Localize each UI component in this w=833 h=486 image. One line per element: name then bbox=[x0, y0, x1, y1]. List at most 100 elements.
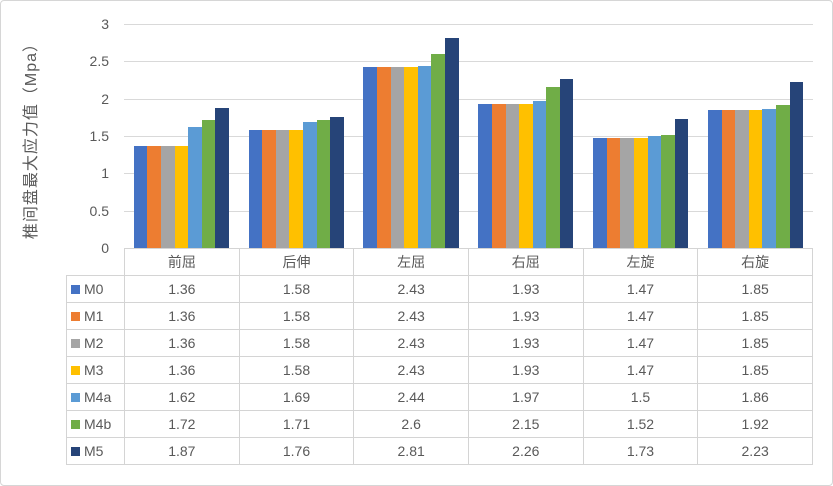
bar-M2-左屈[interactable] bbox=[390, 66, 405, 248]
value-M0-右旋: 1.85 bbox=[697, 274, 813, 303]
category-group-右屈 bbox=[468, 24, 583, 248]
bar-M1-右屈[interactable] bbox=[491, 103, 506, 248]
series-name: M5 bbox=[84, 442, 104, 459]
bar-M4b-左旋[interactable] bbox=[661, 134, 675, 248]
category-group-左旋 bbox=[583, 24, 698, 248]
category-header-右屈: 右屈 bbox=[467, 248, 584, 276]
bar-M1-前屈[interactable] bbox=[147, 146, 162, 248]
bar-M0-前屈[interactable] bbox=[133, 146, 148, 248]
bar-M5-右屈[interactable] bbox=[559, 79, 574, 248]
bar-M2-右屈[interactable] bbox=[505, 103, 520, 248]
value-M2-左屈: 2.43 bbox=[353, 328, 469, 357]
bar-M1-右旋[interactable] bbox=[721, 109, 736, 248]
series-name: M2 bbox=[84, 334, 104, 351]
series-legend-M4a: M4a bbox=[66, 382, 125, 411]
bar-M4b-左屈[interactable] bbox=[431, 53, 446, 248]
bar-M4b-前屈[interactable] bbox=[201, 119, 216, 248]
value-M0-右屈: 1.93 bbox=[467, 274, 584, 303]
series-name: M4b bbox=[84, 415, 112, 432]
table-header-row: 前屈 后伸 左屈 右屈 左旋 右旋 bbox=[67, 248, 813, 276]
category-header-左屈: 左屈 bbox=[353, 248, 469, 276]
table-row-M4a: M4a 1.62 1.69 2.44 1.97 1.5 1.86 bbox=[66, 382, 813, 411]
bar-M2-前屈[interactable] bbox=[161, 146, 175, 248]
series-legend-M2: M2 bbox=[66, 328, 125, 357]
bar-M0-右屈[interactable] bbox=[478, 103, 492, 248]
table-row-M4b: M4b 1.72 1.71 2.6 2.15 1.52 1.92 bbox=[66, 409, 813, 438]
legend-swatch-icon bbox=[71, 338, 80, 348]
bar-M1-左旋[interactable] bbox=[606, 138, 621, 248]
value-M0-后伸: 1.58 bbox=[238, 274, 355, 303]
bar-M0-后伸[interactable] bbox=[248, 130, 263, 248]
bar-M0-右旋[interactable] bbox=[707, 109, 722, 248]
value-M0-前屈: 1.36 bbox=[124, 274, 240, 303]
series-name: M0 bbox=[84, 280, 104, 297]
bar-M3-后伸[interactable] bbox=[289, 130, 304, 248]
bar-M4a-右旋[interactable] bbox=[762, 109, 776, 248]
value-M0-左旋: 1.47 bbox=[582, 274, 699, 303]
table-row-M1: M1 1.36 1.58 2.43 1.93 1.47 1.85 bbox=[66, 301, 813, 330]
series-name: M1 bbox=[84, 307, 104, 324]
value-M4b-右旋: 1.92 bbox=[697, 409, 813, 438]
bar-M4a-右屈[interactable] bbox=[532, 100, 547, 248]
gridline bbox=[124, 98, 813, 100]
value-M5-前屈: 1.87 bbox=[124, 436, 240, 465]
bar-M4a-左屈[interactable] bbox=[417, 65, 432, 248]
table-corner-cell bbox=[67, 249, 125, 276]
value-M5-右旋: 2.23 bbox=[697, 436, 813, 465]
category-group-后伸 bbox=[239, 24, 354, 248]
bar-M4a-左旋[interactable] bbox=[647, 136, 662, 248]
table-row-M3: M3 1.36 1.58 2.43 1.93 1.47 1.85 bbox=[66, 355, 813, 384]
legend-swatch-icon bbox=[71, 392, 80, 402]
bar-M3-左旋[interactable] bbox=[633, 138, 648, 248]
legend-swatch-icon bbox=[71, 446, 80, 456]
y-axis-tick-label: 2.5 bbox=[89, 53, 109, 70]
bar-M5-左旋[interactable] bbox=[674, 118, 689, 248]
value-M2-后伸: 1.58 bbox=[238, 328, 355, 357]
value-M3-前屈: 1.36 bbox=[124, 355, 240, 384]
value-M3-右屈: 1.93 bbox=[467, 355, 584, 384]
y-axis-tick-label: 0 bbox=[101, 240, 109, 256]
value-M3-左旋: 1.47 bbox=[582, 355, 699, 384]
legend-swatch-icon bbox=[71, 365, 80, 375]
bar-M4b-右旋[interactable] bbox=[775, 104, 790, 248]
series-legend-M0: M0 bbox=[66, 274, 125, 303]
series-legend-M5: M5 bbox=[66, 436, 125, 465]
value-M1-后伸: 1.58 bbox=[238, 301, 355, 330]
value-M5-左屈: 2.81 bbox=[353, 436, 469, 465]
value-M2-右屈: 1.93 bbox=[467, 328, 584, 357]
value-M4a-后伸: 1.69 bbox=[238, 382, 355, 411]
bar-M2-后伸[interactable] bbox=[275, 130, 290, 248]
bar-M4a-后伸[interactable] bbox=[303, 121, 317, 248]
value-M2-右旋: 1.85 bbox=[697, 328, 813, 357]
y-axis-tick-labels: 0 0.5 1 1.5 2 2.5 3 bbox=[1, 17, 109, 255]
bar-M3-右旋[interactable] bbox=[748, 109, 763, 248]
table-row-M5: M5 1.87 1.76 2.81 2.26 1.73 2.23 bbox=[66, 436, 813, 465]
bar-M4b-右屈[interactable] bbox=[546, 87, 560, 248]
bar-M5-右旋[interactable] bbox=[789, 81, 804, 248]
legend-swatch-icon bbox=[71, 419, 80, 429]
bar-series-groups bbox=[124, 24, 813, 248]
bar-M2-左旋[interactable] bbox=[620, 138, 634, 248]
bar-M5-前屈[interactable] bbox=[215, 108, 229, 248]
bar-M1-后伸[interactable] bbox=[262, 130, 276, 248]
bar-M3-左屈[interactable] bbox=[404, 66, 418, 248]
bar-M3-右屈[interactable] bbox=[519, 103, 533, 248]
category-header-右旋: 右旋 bbox=[697, 248, 813, 276]
bar-M0-左屈[interactable] bbox=[363, 66, 378, 248]
bar-M1-左屈[interactable] bbox=[377, 66, 391, 248]
series-legend-M4b: M4b bbox=[66, 409, 125, 438]
value-M1-右旋: 1.85 bbox=[697, 301, 813, 330]
bar-M3-前屈[interactable] bbox=[174, 146, 189, 248]
bar-M5-后伸[interactable] bbox=[330, 116, 344, 248]
bar-M2-右旋[interactable] bbox=[735, 109, 749, 248]
legend-swatch-icon bbox=[71, 311, 80, 321]
value-M1-左屈: 2.43 bbox=[353, 301, 469, 330]
bar-M0-左旋[interactable] bbox=[593, 138, 607, 248]
bar-M4b-后伸[interactable] bbox=[316, 120, 331, 248]
bar-M5-左屈[interactable] bbox=[445, 38, 459, 248]
value-M5-左旋: 1.73 bbox=[582, 436, 699, 465]
value-M4b-后伸: 1.71 bbox=[238, 409, 355, 438]
value-M5-右屈: 2.26 bbox=[467, 436, 584, 465]
bar-M4a-前屈[interactable] bbox=[188, 127, 202, 248]
